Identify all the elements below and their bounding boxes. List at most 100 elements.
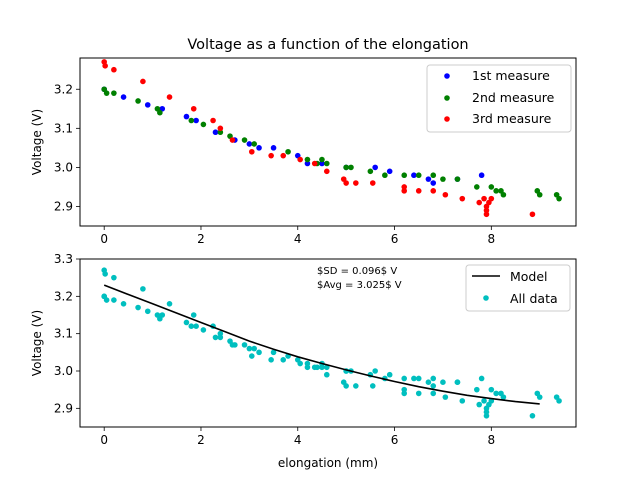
point-all-data <box>481 398 487 404</box>
point-1st-measure <box>120 94 127 100</box>
point-2nd-measure <box>401 172 408 179</box>
model-line <box>103 284 540 405</box>
point-all-data <box>190 312 197 318</box>
point-all-data <box>200 327 207 333</box>
point-2nd-measure <box>241 137 248 143</box>
point-3rd-measure <box>140 78 146 85</box>
point-3rd-measure <box>248 148 255 155</box>
point-all-data <box>280 357 287 363</box>
point-all-data <box>120 301 127 307</box>
point-all-data <box>401 390 408 397</box>
y-tick-label: 3.2 <box>54 289 73 303</box>
point-2nd-measure <box>454 176 461 182</box>
point-all-data <box>166 301 173 307</box>
x-tick-label: 8 <box>487 232 495 246</box>
point-1st-measure <box>183 113 190 120</box>
point-3rd-measure <box>430 188 437 194</box>
point-3rd-measure <box>369 180 376 186</box>
y-tick-label: 3.0 <box>54 160 73 174</box>
legend-marker-2nd-measure <box>444 95 450 101</box>
point-2nd-measure <box>556 195 562 202</box>
point-all-data <box>135 304 141 311</box>
point-all-data <box>442 394 449 400</box>
point-2nd-measure <box>135 98 141 104</box>
point-all-data <box>483 413 490 419</box>
point-1st-measure <box>411 172 417 179</box>
point-3rd-measure <box>529 211 536 218</box>
point-3rd-measure <box>190 105 197 112</box>
legend-marker-1st-measure <box>444 73 450 79</box>
point-all-data <box>430 375 437 382</box>
point-3rd-measure <box>217 125 224 132</box>
bottom-legend: Model All data <box>465 264 571 312</box>
point-3rd-measure <box>481 195 487 202</box>
point-all-data <box>430 390 437 397</box>
point-3rd-measure <box>323 168 330 175</box>
point-3rd-measure <box>280 152 287 159</box>
point-3rd-measure <box>268 152 274 159</box>
x-tick-label: 2 <box>197 433 205 447</box>
point-1st-measure <box>256 145 262 151</box>
x-tick-label: 6 <box>391 232 399 246</box>
top-legend-frame <box>426 64 572 133</box>
y-tick-label: 2.9 <box>54 401 73 415</box>
point-1st-measure <box>270 145 277 151</box>
y-tick-label: 3.1 <box>54 121 73 135</box>
point-all-data <box>229 342 236 348</box>
point-all-data <box>454 379 461 386</box>
point-2nd-measure <box>200 121 207 128</box>
point-2nd-measure <box>382 172 388 179</box>
point-all-data <box>183 319 190 326</box>
point-3rd-measure <box>311 160 318 167</box>
point-1st-measure <box>319 160 325 167</box>
point-all-data <box>476 401 483 408</box>
point-1st-measure <box>212 129 219 136</box>
point-all-data <box>369 383 376 389</box>
point-all-data <box>425 379 432 386</box>
point-3rd-measure <box>401 188 408 194</box>
x-tick-label: 8 <box>487 433 495 447</box>
point-2nd-measure <box>323 160 330 167</box>
point-all-data <box>500 394 507 400</box>
point-3rd-measure <box>488 195 495 202</box>
point-all-data <box>111 297 117 303</box>
point-all-data <box>212 334 219 341</box>
legend-label-model: Model <box>510 269 548 284</box>
point-all-data <box>157 315 163 322</box>
top-panel-marks <box>101 59 562 218</box>
bottom-panel-ticks: 0 2 4 6 8 2.9 3.0 3.1 3.2 3.3 <box>54 252 495 447</box>
point-all-data <box>474 386 480 393</box>
legend-label-3rd-measure: 3rd measure <box>472 111 552 126</box>
legend-marker-3rd-measure <box>444 116 450 122</box>
point-2nd-measure <box>493 188 499 194</box>
legend-label-1st-measure: 1st measure <box>472 68 550 83</box>
point-3rd-measure <box>459 195 466 202</box>
point-3rd-measure <box>166 94 173 100</box>
point-all-data <box>488 386 495 393</box>
point-all-data <box>304 360 311 367</box>
point-3rd-measure <box>476 199 483 206</box>
point-all-data <box>193 323 199 330</box>
point-all-data <box>440 379 446 386</box>
y-tick-label: 3.1 <box>54 327 73 341</box>
point-all-data <box>493 390 499 397</box>
point-all-data <box>144 308 151 315</box>
y-tick-label: 3.3 <box>54 252 73 266</box>
point-1st-measure <box>193 117 199 124</box>
annotation-sd: $SD = 0.096$ V <box>317 266 397 277</box>
point-all-data <box>536 394 543 400</box>
point-2nd-measure <box>285 148 291 155</box>
point-2nd-measure <box>536 191 543 198</box>
point-2nd-measure <box>367 168 374 175</box>
point-3rd-measure <box>483 211 490 218</box>
point-all-data <box>246 345 253 352</box>
point-all-data <box>372 368 378 374</box>
point-1st-measure <box>478 172 485 179</box>
point-all-data <box>343 383 349 389</box>
legend-marker-all-data <box>483 295 489 301</box>
point-2nd-measure <box>500 191 507 198</box>
point-all-data <box>430 383 437 389</box>
point-2nd-measure <box>251 141 258 147</box>
point-all-data <box>478 375 485 382</box>
